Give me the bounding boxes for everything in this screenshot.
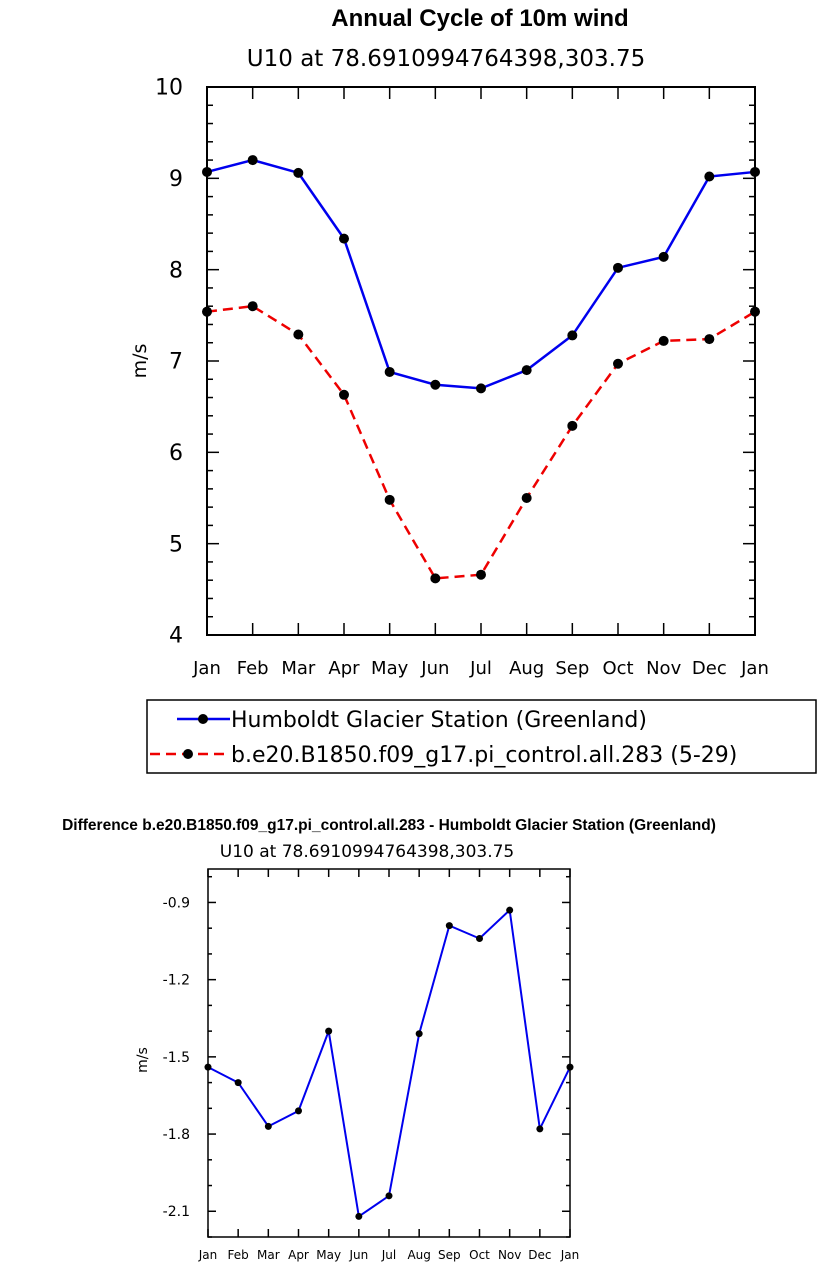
x-tick-label: Jan	[192, 658, 221, 679]
data-point	[325, 1027, 333, 1035]
x-tick-label: Mar	[281, 658, 316, 679]
x-tick-label: Jan	[560, 1248, 580, 1262]
y-tick-label: 9	[169, 167, 183, 192]
chart2-series	[204, 906, 574, 1220]
data-point	[293, 329, 304, 340]
data-point	[295, 1107, 302, 1115]
data-point	[339, 389, 349, 400]
x-tick-label: Feb	[237, 658, 269, 679]
x-tick-label: Apr	[328, 658, 360, 679]
data-point	[658, 335, 669, 346]
data-point	[704, 334, 715, 345]
data-point	[339, 233, 349, 244]
data-point	[536, 1125, 544, 1133]
chart1-title: Annual Cycle of 10m wind	[331, 5, 628, 32]
data-point	[613, 358, 623, 369]
x-tick-label: Nov	[498, 1248, 521, 1262]
chart2-title: Difference b.e20.B1850.f09_g17.pi_contro…	[62, 817, 716, 834]
data-point	[521, 365, 532, 376]
data-point	[384, 366, 395, 377]
legend-label-humboldt: Humboldt Glacier Station (Greenland)	[231, 708, 647, 733]
annual-cycle-chart: Annual Cycle of 10m wind U10 at 78.69109…	[129, 5, 769, 679]
x-tick-label: Jun	[348, 1248, 368, 1262]
y-tick-label: -0.9	[163, 895, 190, 911]
data-point	[264, 1122, 272, 1130]
chart1-series	[202, 155, 760, 584]
y-tick-label: 6	[169, 441, 183, 466]
chart2-ticks	[207, 869, 571, 1238]
data-point	[476, 569, 486, 580]
x-tick-label: Jan	[740, 658, 769, 679]
data-point	[234, 1079, 242, 1087]
data-point	[384, 494, 395, 505]
x-tick-label: Aug	[509, 658, 544, 679]
x-tick-label: Oct	[469, 1248, 490, 1262]
y-tick-label: -1.5	[163, 1050, 190, 1066]
chart2-x-tick-labels: Jan Feb Mar Apr May Jun Jul Aug Sep Oct Nov Dec Jan	[198, 1248, 580, 1262]
y-tick-label: 5	[169, 532, 183, 557]
x-tick-label: Sep	[555, 658, 589, 679]
chart1-y-tick-labels: 4 5 6 7 8 9 10	[155, 76, 183, 649]
legend-marker-humboldt	[198, 714, 208, 724]
x-tick-label: Dec	[528, 1248, 551, 1262]
data-point	[658, 251, 669, 262]
chart1-plot-frame	[206, 86, 756, 636]
y-tick-label: 7	[169, 350, 183, 375]
y-tick-label: -1.8	[163, 1127, 190, 1143]
data-point	[247, 155, 258, 166]
data-point	[430, 379, 441, 390]
x-tick-label: May	[316, 1248, 341, 1262]
chart1-subtitle: U10 at 78.6910994764398,303.75	[247, 46, 645, 72]
x-tick-label: Nov	[646, 658, 681, 679]
legend: Humboldt Glacier Station (Greenland) b.e…	[146, 699, 817, 774]
chart1-y-axis-label: m/s	[129, 344, 151, 379]
data-point	[476, 934, 483, 942]
difference-chart: Difference b.e20.B1850.f09_g17.pi_contro…	[62, 817, 716, 1262]
y-tick-label: -1.2	[163, 973, 190, 989]
data-point	[704, 171, 715, 182]
data-point	[476, 383, 486, 394]
y-tick-label: -2.1	[163, 1204, 190, 1220]
data-point	[613, 262, 623, 273]
x-tick-label: Sep	[438, 1248, 461, 1262]
data-point	[567, 330, 578, 341]
chart2-y-tick-labels: -0.9 -1.2 -1.5 -1.8 -2.1	[163, 895, 190, 1220]
data-point	[445, 922, 453, 930]
y-tick-label: 10	[155, 76, 183, 101]
series-line	[206, 304, 756, 580]
legend-label-model: b.e20.B1850.f09_g17.pi_control.all.283 (…	[231, 743, 737, 768]
x-tick-label: Jul	[381, 1248, 396, 1262]
x-tick-label: Feb	[228, 1248, 249, 1262]
data-point	[293, 167, 304, 178]
data-point	[355, 1212, 363, 1220]
x-tick-label: Apr	[288, 1248, 309, 1262]
chart2-plot-frame	[207, 868, 571, 1238]
x-tick-label: May	[371, 658, 409, 679]
x-tick-label: Mar	[257, 1248, 280, 1262]
x-tick-label: Dec	[692, 658, 727, 679]
data-point	[415, 1030, 423, 1038]
legend-box	[146, 699, 817, 774]
x-tick-label: Jul	[469, 658, 492, 679]
data-point	[567, 420, 578, 431]
chart2-y-axis-label: m/s	[135, 1047, 151, 1073]
series-line	[207, 908, 571, 1219]
series-line	[206, 158, 756, 390]
data-point	[247, 301, 258, 312]
data-point	[385, 1192, 393, 1200]
y-tick-label: 4	[169, 624, 183, 649]
x-tick-label: Aug	[407, 1248, 430, 1262]
x-tick-label: Jun	[420, 658, 449, 679]
legend-marker-model	[183, 749, 193, 759]
chart1-x-tick-labels: Jan Feb Mar Apr May Jun Jul Aug Sep Oct Nov Dec Jan	[192, 658, 769, 679]
y-tick-label: 8	[169, 258, 183, 283]
x-tick-label: Jan	[198, 1248, 218, 1262]
data-point	[430, 573, 441, 584]
x-tick-label: Oct	[602, 658, 633, 679]
chart2-subtitle: U10 at 78.6910994764398,303.75	[220, 842, 515, 862]
data-point	[521, 493, 532, 503]
data-point	[506, 906, 514, 914]
